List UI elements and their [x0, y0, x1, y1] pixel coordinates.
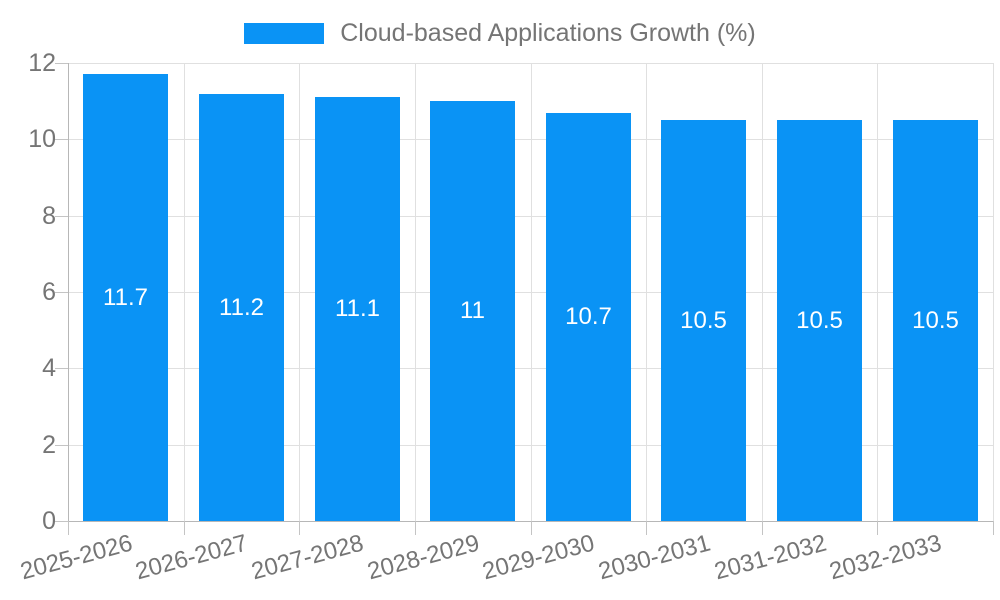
bar-value-label: 10.7	[565, 303, 612, 330]
bar-value-label: 11.1	[335, 295, 380, 322]
y-axis-tick	[55, 521, 68, 522]
bar-value-label: 11.2	[219, 293, 264, 321]
bar[interactable]: 11.1	[315, 97, 400, 521]
x-axis-tick	[184, 521, 185, 535]
y-axis-line	[68, 63, 69, 521]
bar[interactable]: 10.5	[661, 120, 746, 521]
legend: Cloud-based Applications Growth (%)	[0, 20, 1000, 46]
legend-swatch	[244, 22, 325, 44]
x-axis-baseline	[68, 521, 993, 522]
gridline	[646, 63, 647, 521]
bar-value-label: 10.5	[680, 306, 727, 334]
legend-label: Cloud-based Applications Growth (%)	[340, 19, 756, 47]
x-axis-tick	[877, 521, 878, 535]
gridline	[415, 63, 416, 521]
y-tick-label: 6	[42, 278, 56, 306]
gridline	[993, 63, 994, 521]
bar[interactable]: 11.7	[83, 74, 168, 521]
x-axis-tick	[68, 521, 69, 535]
y-axis-tick	[55, 216, 68, 217]
y-axis-tick	[55, 292, 68, 293]
y-tick-label: 0	[42, 507, 56, 535]
gridline	[68, 63, 993, 64]
x-axis-tick	[646, 521, 647, 535]
bar[interactable]: 10.5	[777, 120, 862, 521]
gridline	[184, 63, 185, 521]
x-axis-tick	[531, 521, 532, 535]
gridline	[877, 63, 878, 521]
y-tick-label: 4	[42, 354, 56, 382]
bar[interactable]: 11	[430, 101, 515, 521]
y-tick-label: 10	[28, 125, 56, 153]
gridline	[299, 63, 300, 521]
y-axis-tick	[55, 139, 68, 140]
bar[interactable]: 11.2	[199, 94, 284, 521]
bar-value-label: 11	[460, 297, 485, 324]
x-axis-tick	[415, 521, 416, 535]
bar-value-label: 10.5	[796, 306, 843, 334]
gridline	[531, 63, 532, 521]
x-axis-tick	[993, 521, 994, 535]
y-axis-tick	[55, 368, 68, 369]
y-axis-tick	[55, 445, 68, 446]
bar-value-label: 11.7	[103, 283, 148, 311]
x-axis-tick	[299, 521, 300, 535]
bar[interactable]: 10.5	[893, 120, 978, 521]
y-tick-label: 8	[42, 202, 56, 230]
y-tick-label: 12	[28, 49, 56, 77]
bar-value-label: 10.5	[912, 306, 959, 334]
bar[interactable]: 10.7	[546, 113, 631, 521]
gridline	[762, 63, 763, 521]
y-tick-label: 2	[42, 431, 56, 459]
x-axis-tick	[762, 521, 763, 535]
y-axis-tick	[55, 63, 68, 64]
